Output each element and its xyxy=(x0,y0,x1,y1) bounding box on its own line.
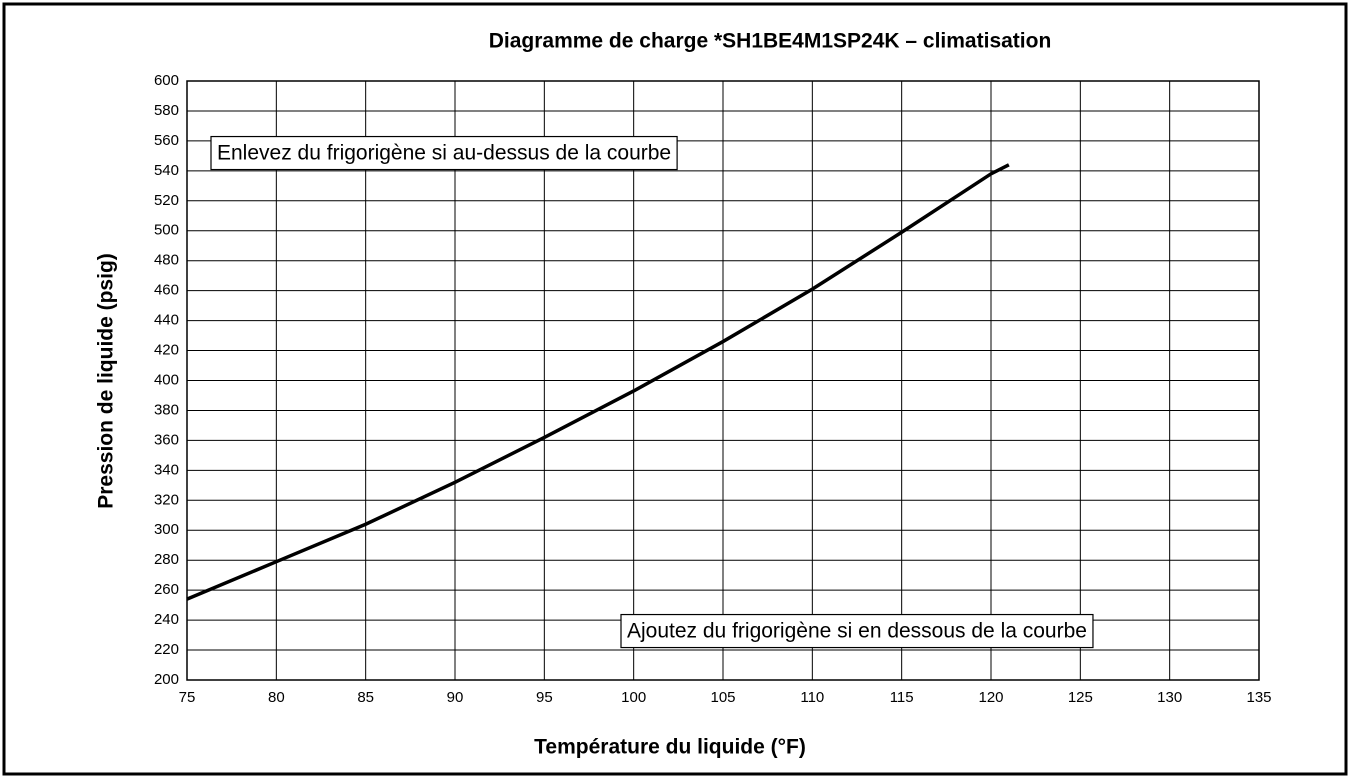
x-tick-label: 85 xyxy=(357,689,374,706)
y-tick-label: 400 xyxy=(154,371,179,388)
x-tick-label: 100 xyxy=(621,689,646,706)
x-tick-label: 95 xyxy=(536,689,553,706)
y-tick-label: 420 xyxy=(154,342,179,359)
annotation: Enlevez du frigorigène si au-dessus de l… xyxy=(217,142,671,165)
x-tick-label: 90 xyxy=(447,689,464,706)
y-tick-label: 380 xyxy=(154,401,179,418)
y-tick-label: 320 xyxy=(154,491,179,508)
x-tick-label: 115 xyxy=(890,689,914,706)
y-tick-label: 200 xyxy=(154,671,179,688)
y-tick-label: 240 xyxy=(154,611,179,628)
y-tick-label: 260 xyxy=(154,581,179,598)
x-tick-label: 130 xyxy=(1157,689,1182,706)
x-tick-label: 75 xyxy=(179,689,196,706)
y-tick-label: 520 xyxy=(154,192,179,209)
y-tick-label: 280 xyxy=(154,551,179,568)
plot-border xyxy=(186,80,1260,681)
x-axis-label: Température du liquide (°F) xyxy=(534,736,806,759)
chart-title: Diagramme de charge *SH1BE4M1SP24K – cli… xyxy=(489,30,1052,53)
x-tick-label: 105 xyxy=(710,689,735,706)
y-tick-label: 480 xyxy=(154,252,179,269)
annotation: Ajoutez du frigorigène si en dessous de … xyxy=(627,620,1087,643)
y-tick-label: 460 xyxy=(154,282,179,299)
y-tick-label: 580 xyxy=(154,102,179,119)
y-tick-label: 560 xyxy=(154,132,179,149)
x-tick-label: 80 xyxy=(268,689,285,706)
curve xyxy=(186,163,1010,601)
x-tick-label: 120 xyxy=(978,689,1003,706)
x-tick-label: 135 xyxy=(1246,689,1271,706)
x-tick-label: 110 xyxy=(800,689,824,706)
y-tick-label: 600 xyxy=(154,72,179,89)
y-tick-label: 300 xyxy=(154,521,179,538)
y-tick-label: 220 xyxy=(154,641,179,658)
y-tick-label: 440 xyxy=(154,312,179,329)
y-tick-label: 540 xyxy=(154,162,179,179)
y-tick-label: 500 xyxy=(154,222,179,239)
y-axis-label: Pression de liquide (psig) xyxy=(95,253,118,509)
y-tick-label: 340 xyxy=(154,461,179,478)
annotation-box xyxy=(620,613,1094,649)
y-tick-label: 360 xyxy=(154,431,179,448)
x-tick-label: 125 xyxy=(1068,689,1093,706)
annotation-box xyxy=(210,135,678,171)
